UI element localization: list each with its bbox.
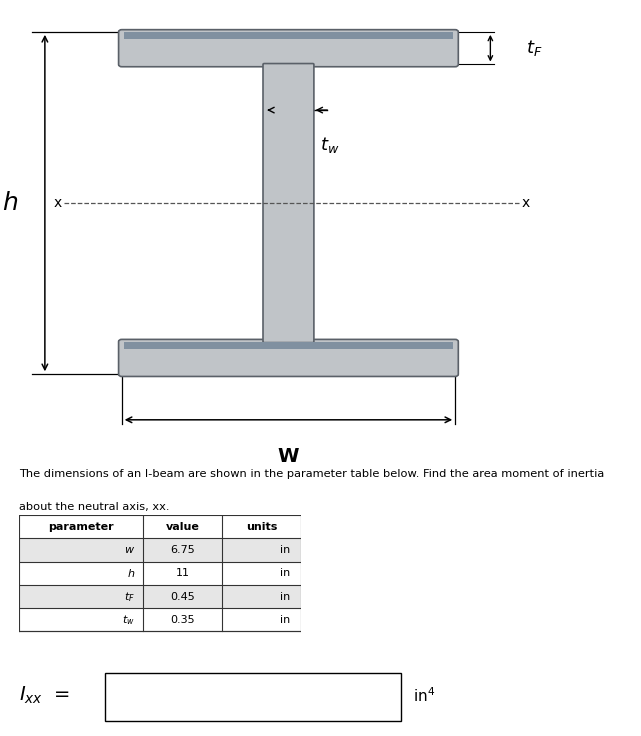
Text: x: x — [522, 196, 529, 210]
Bar — [19, 585, 301, 608]
Text: in: in — [279, 545, 290, 555]
FancyBboxPatch shape — [119, 29, 458, 67]
Text: value: value — [166, 522, 200, 532]
Bar — [19, 562, 301, 585]
Text: about the neutral axis, xx.: about the neutral axis, xx. — [19, 503, 170, 512]
Bar — [19, 608, 301, 631]
Text: $w$: $w$ — [124, 545, 135, 555]
Bar — [124, 342, 453, 349]
Text: in$^4$: in$^4$ — [413, 686, 435, 705]
Bar — [124, 32, 453, 39]
Text: in: in — [279, 568, 290, 578]
Text: $t_F$: $t_F$ — [526, 38, 542, 58]
Text: 11: 11 — [176, 568, 190, 578]
Text: in: in — [279, 592, 290, 601]
Text: units: units — [246, 522, 278, 532]
Text: $t_F$: $t_F$ — [124, 590, 135, 604]
Text: 0.45: 0.45 — [171, 592, 196, 601]
Bar — [105, 673, 401, 721]
Text: The dimensions of an I-beam are shown in the parameter table below. Find the are: The dimensions of an I-beam are shown in… — [19, 470, 604, 479]
Bar — [19, 539, 301, 562]
FancyBboxPatch shape — [119, 339, 458, 377]
FancyBboxPatch shape — [263, 63, 314, 342]
Text: parameter: parameter — [49, 522, 114, 532]
Text: h: h — [2, 191, 17, 215]
Text: $t_w$: $t_w$ — [122, 613, 135, 627]
Text: 0.35: 0.35 — [171, 615, 195, 625]
Text: $t_w$: $t_w$ — [320, 135, 340, 155]
Text: $h$: $h$ — [126, 567, 135, 579]
Text: 6.75: 6.75 — [171, 545, 196, 555]
Text: W: W — [278, 447, 299, 466]
Text: in: in — [279, 615, 290, 625]
Text: x: x — [54, 196, 62, 210]
Text: $I_{xx}$  =: $I_{xx}$ = — [19, 685, 71, 706]
Bar — [19, 515, 301, 539]
